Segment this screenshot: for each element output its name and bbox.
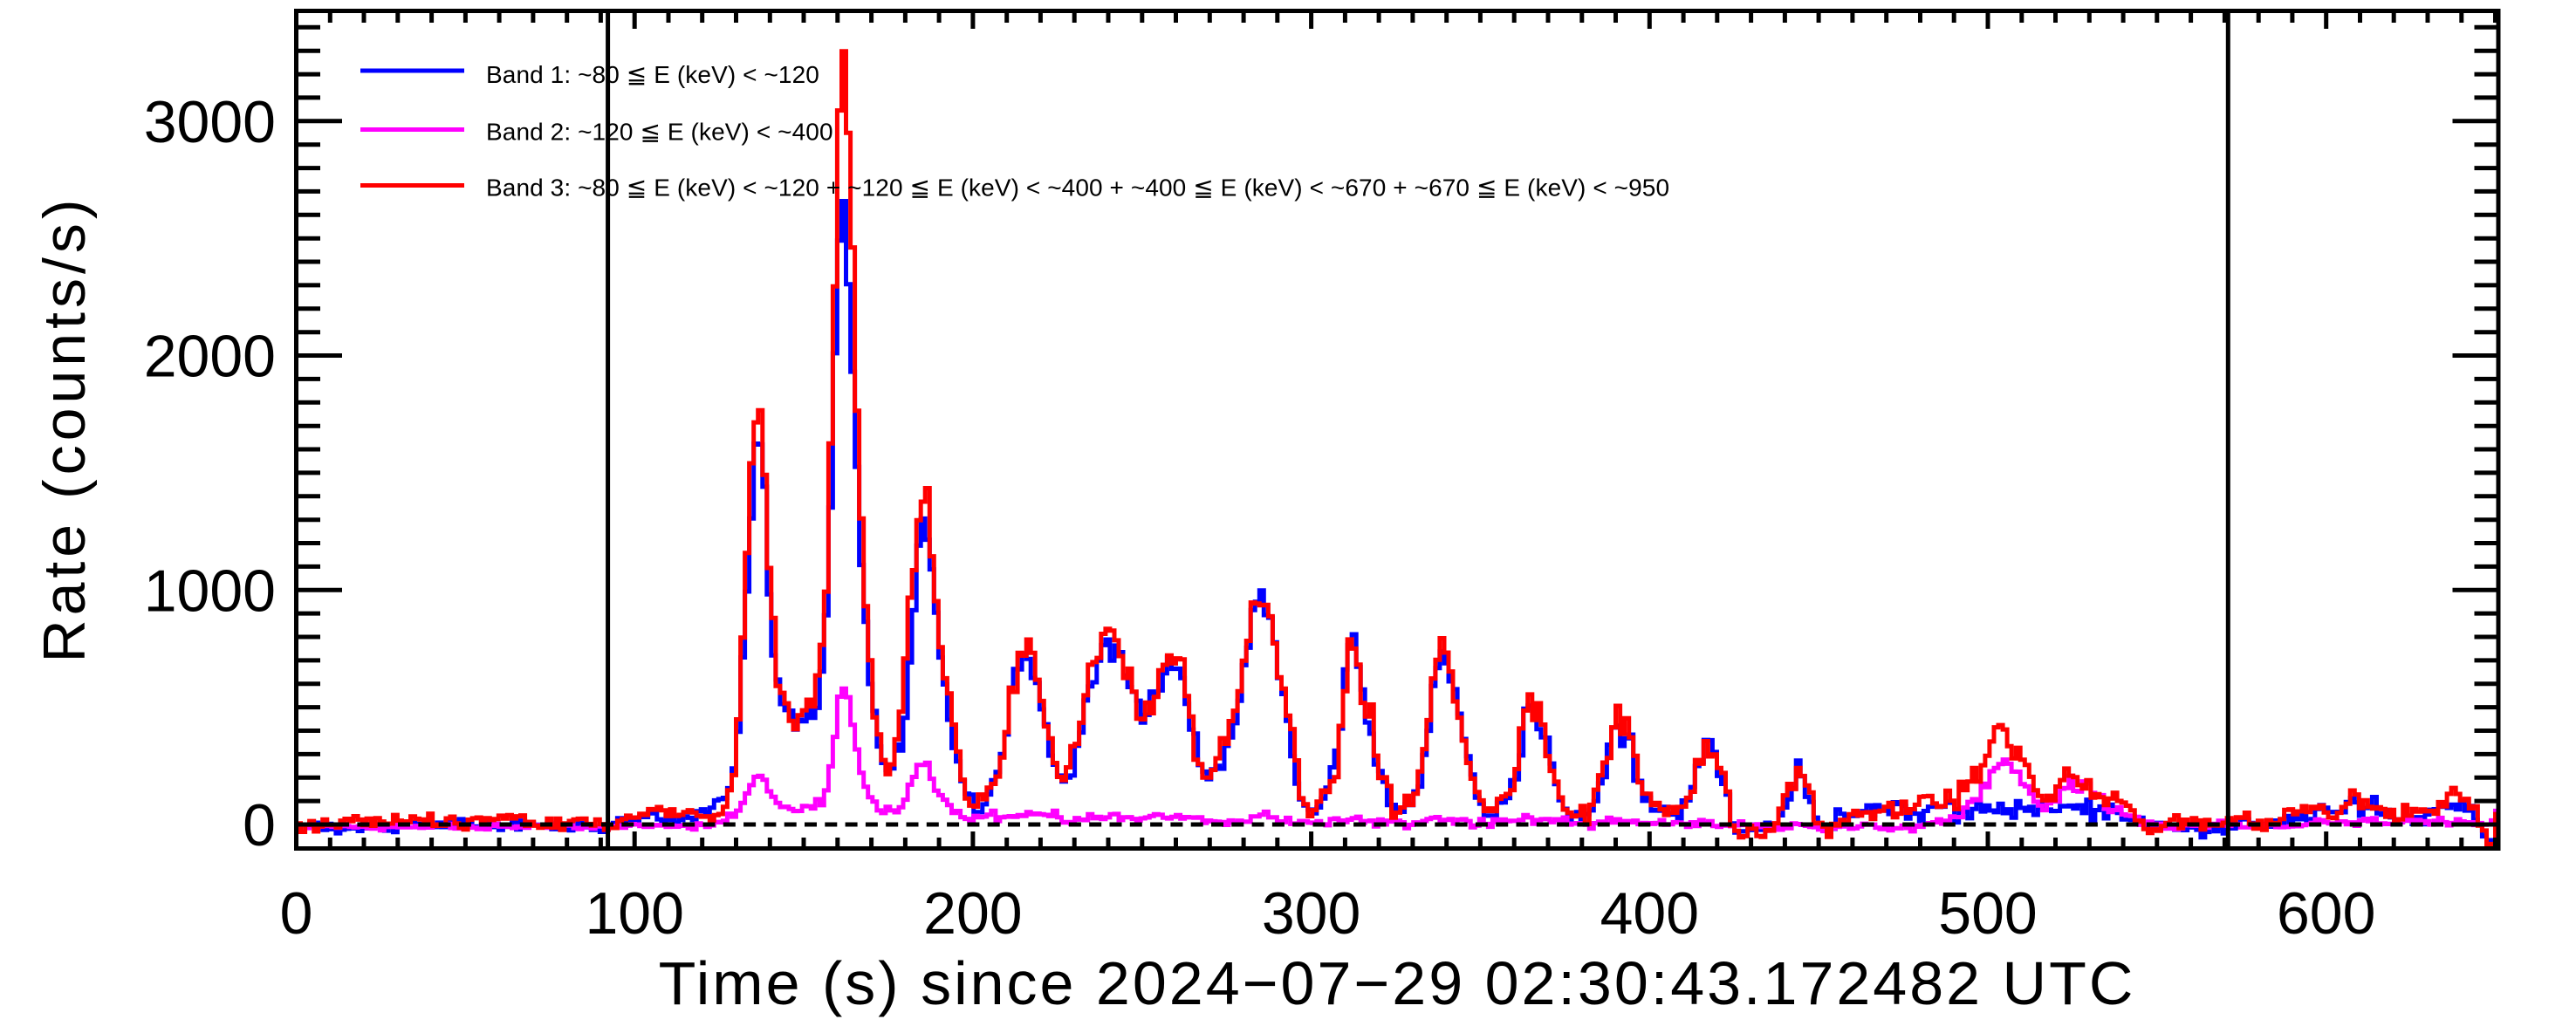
svg-text:Band 1: ~80 ≦ E (keV) < ~120: Band 1: ~80 ≦ E (keV) < ~120	[486, 61, 819, 88]
svg-text:0: 0	[280, 880, 313, 947]
svg-text:200: 200	[923, 880, 1022, 947]
svg-text:1000: 1000	[144, 558, 276, 624]
svg-text:Band 2: ~120 ≦ E (keV) < ~400: Band 2: ~120 ≦ E (keV) < ~400	[486, 118, 833, 145]
svg-text:600: 600	[2277, 880, 2375, 947]
svg-text:Time (s) since 2024−07−29 02:3: Time (s) since 2024−07−29 02:30:43.17248…	[659, 949, 2136, 1017]
svg-text:100: 100	[585, 880, 683, 947]
svg-text:400: 400	[1600, 880, 1699, 947]
svg-text:0: 0	[243, 792, 276, 859]
svg-text:500: 500	[1938, 880, 2037, 947]
svg-text:Rate (counts/s): Rate (counts/s)	[31, 195, 98, 662]
svg-text:300: 300	[1262, 880, 1360, 947]
svg-text:Band 3: ~80 ≦ E (keV) < ~120 +: Band 3: ~80 ≦ E (keV) < ~120 + ~120 ≦ E …	[486, 174, 1669, 202]
svg-text:2000: 2000	[144, 324, 276, 390]
svg-text:3000: 3000	[144, 89, 276, 155]
